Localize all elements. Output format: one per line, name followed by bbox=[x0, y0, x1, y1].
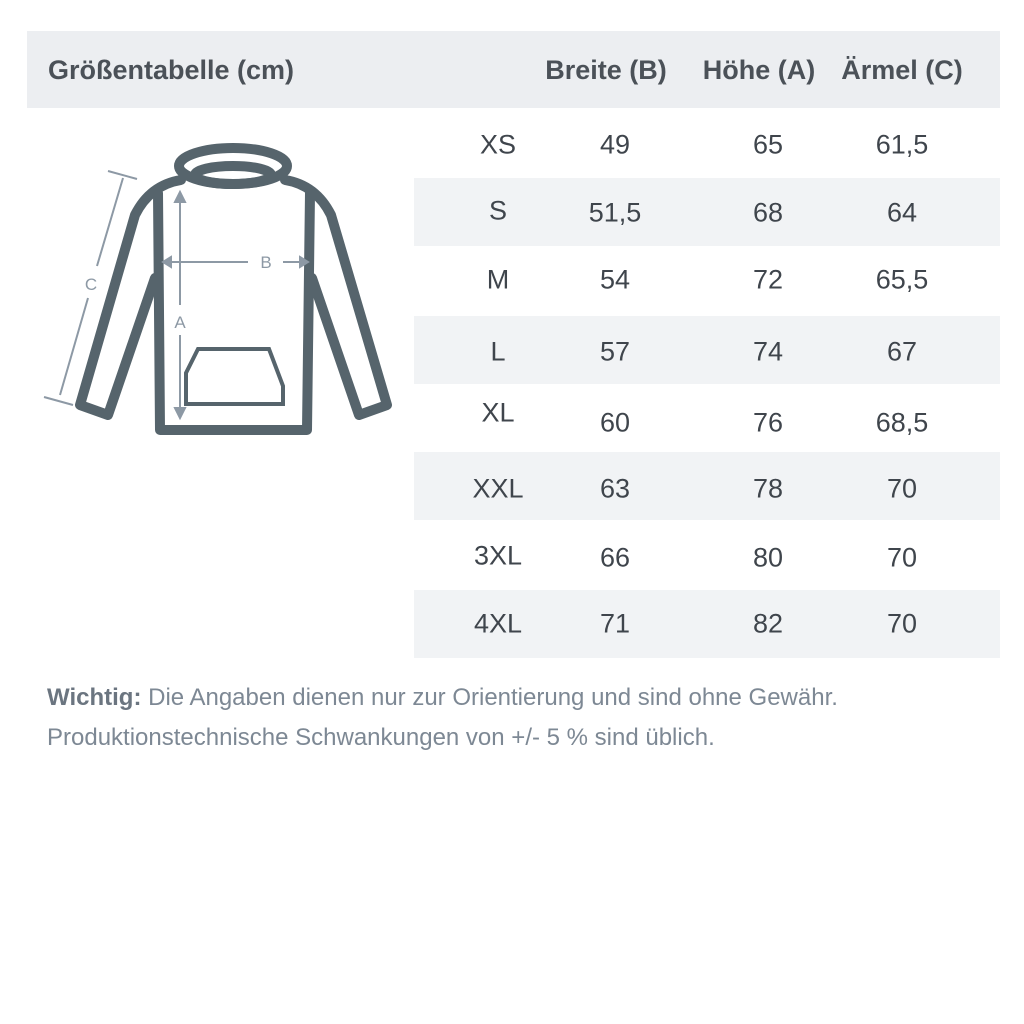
size-label: XS bbox=[479, 129, 517, 160]
measurement-arrows bbox=[43, 170, 310, 421]
measurement-b: 51,5 bbox=[588, 197, 642, 228]
row-stripe bbox=[414, 452, 1000, 520]
row-stripe bbox=[414, 178, 1000, 246]
measurement-b: 54 bbox=[599, 264, 631, 295]
size-label: M bbox=[486, 264, 510, 295]
measurement-a: 65 bbox=[752, 129, 784, 160]
column-header-breite: Breite (B) bbox=[545, 55, 667, 85]
size-label: 4XL bbox=[473, 608, 523, 639]
label-a: A bbox=[174, 313, 186, 332]
measurement-c: 70 bbox=[886, 542, 918, 573]
size-label: 3XL bbox=[473, 540, 523, 571]
measurement-a: 80 bbox=[752, 542, 784, 573]
measurement-c: 65,5 bbox=[875, 264, 929, 295]
note-label: Wichtig: bbox=[47, 684, 142, 711]
measurement-c: 68,5 bbox=[875, 407, 929, 438]
note-line-2: Produktionstechnische Schwankungen von +… bbox=[47, 724, 715, 751]
column-header-aermel: Ärmel (C) bbox=[841, 55, 963, 85]
size-label: L bbox=[490, 336, 506, 367]
row-stripe bbox=[414, 316, 1000, 384]
measurement-a: 76 bbox=[752, 407, 784, 438]
measurement-b: 49 bbox=[599, 129, 631, 160]
measurement-a: 78 bbox=[752, 473, 784, 504]
measurement-c: 70 bbox=[886, 608, 918, 639]
row-stripe bbox=[414, 590, 1000, 658]
column-header-hoehe: Höhe (A) bbox=[702, 55, 816, 85]
hoodie-icon bbox=[75, 143, 392, 435]
measurement-a: 74 bbox=[752, 336, 784, 367]
measurement-c: 64 bbox=[886, 197, 918, 228]
measurement-a: 82 bbox=[752, 608, 784, 639]
label-c: C bbox=[85, 275, 97, 294]
label-b: B bbox=[260, 253, 271, 272]
measurement-b: 57 bbox=[599, 336, 631, 367]
page-title: Größentabelle (cm) bbox=[48, 55, 295, 85]
measurement-b: 71 bbox=[599, 608, 631, 639]
measurement-a: 72 bbox=[752, 264, 784, 295]
pocket-icon bbox=[184, 347, 285, 406]
measurement-b: 63 bbox=[599, 473, 631, 504]
table-header: Größentabelle (cm) Breite (B) Höhe (A) Ä… bbox=[27, 31, 1000, 108]
note-line-1: Die Angaben dienen nur zur Orientierung … bbox=[148, 684, 838, 711]
measurement-b: 60 bbox=[599, 407, 631, 438]
measurement-c: 61,5 bbox=[875, 129, 929, 160]
measurement-a: 68 bbox=[752, 197, 784, 228]
measurement-b: 66 bbox=[599, 542, 631, 573]
size-label: S bbox=[488, 195, 508, 226]
disclaimer-note: Wichtig: Die Angaben dienen nur zur Orie… bbox=[47, 678, 838, 758]
size-label: XXL bbox=[472, 473, 524, 504]
measurement-c: 67 bbox=[886, 336, 918, 367]
size-label: XL bbox=[481, 397, 515, 428]
measurement-c: 70 bbox=[886, 473, 918, 504]
